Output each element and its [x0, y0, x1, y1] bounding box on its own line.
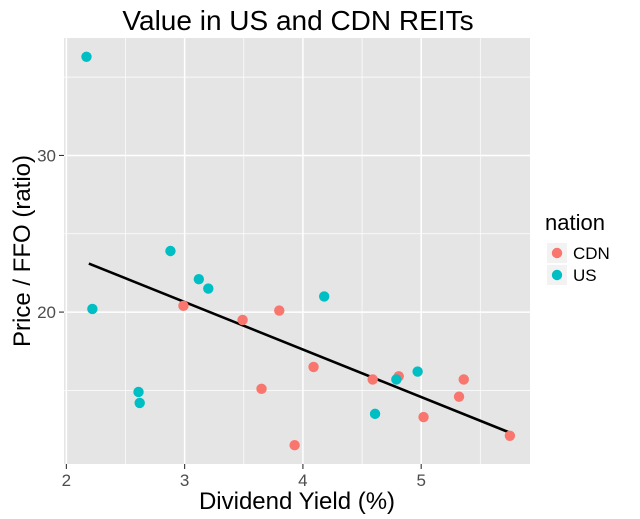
major-gridlines	[64, 38, 530, 464]
y-tick-label: 30	[37, 146, 56, 165]
x-tick-label: 2	[62, 471, 71, 490]
data-point-us	[203, 283, 214, 294]
data-point-cdn	[274, 305, 285, 316]
data-points	[81, 51, 516, 451]
legend-entries: CDN US	[547, 243, 610, 285]
minor-gridlines	[64, 38, 530, 464]
data-point-us	[165, 245, 176, 257]
x-tick-label: 4	[298, 471, 307, 490]
data-point-us	[319, 291, 330, 302]
data-point-cdn	[458, 374, 469, 385]
data-point-cdn	[178, 300, 189, 312]
axis-ticks	[59, 154, 422, 469]
data-point-cdn	[237, 314, 248, 326]
data-point-cdn	[453, 391, 465, 402]
data-point-us	[87, 303, 98, 315]
data-point-cdn	[308, 361, 319, 373]
legend-swatch-cdn	[551, 247, 563, 259]
data-point-us	[412, 366, 423, 377]
chart-title: Value in US and CDN REITs	[122, 5, 473, 36]
x-tick-label: 3	[180, 471, 189, 490]
data-point-us	[133, 386, 144, 398]
data-point-cdn	[289, 440, 300, 451]
fit-layer	[88, 262, 511, 434]
x-tick-label: 5	[416, 471, 425, 490]
x-tick-labels: 2 3 4 5	[62, 471, 426, 490]
data-point-cdn	[367, 374, 378, 385]
data-point-cdn	[504, 430, 516, 442]
y-tick-label: 20	[37, 303, 56, 322]
legend-label-us: US	[573, 266, 597, 285]
legend-title: nation	[545, 210, 605, 235]
data-point-us	[391, 374, 402, 385]
data-point-us	[369, 408, 381, 420]
data-point-cdn	[418, 411, 429, 423]
x-axis-title: Dividend Yield (%)	[199, 488, 395, 515]
data-point-us	[193, 273, 205, 285]
data-point-us	[134, 397, 145, 409]
legend-label-cdn: CDN	[573, 244, 610, 263]
data-point-cdn	[256, 383, 267, 395]
legend: nation CDN US	[545, 210, 610, 285]
y-axis-title: Price / FFO (ratio)	[9, 155, 36, 347]
legend-swatch-us	[551, 269, 563, 281]
regression-line	[88, 262, 511, 434]
data-point-us	[81, 51, 92, 62]
